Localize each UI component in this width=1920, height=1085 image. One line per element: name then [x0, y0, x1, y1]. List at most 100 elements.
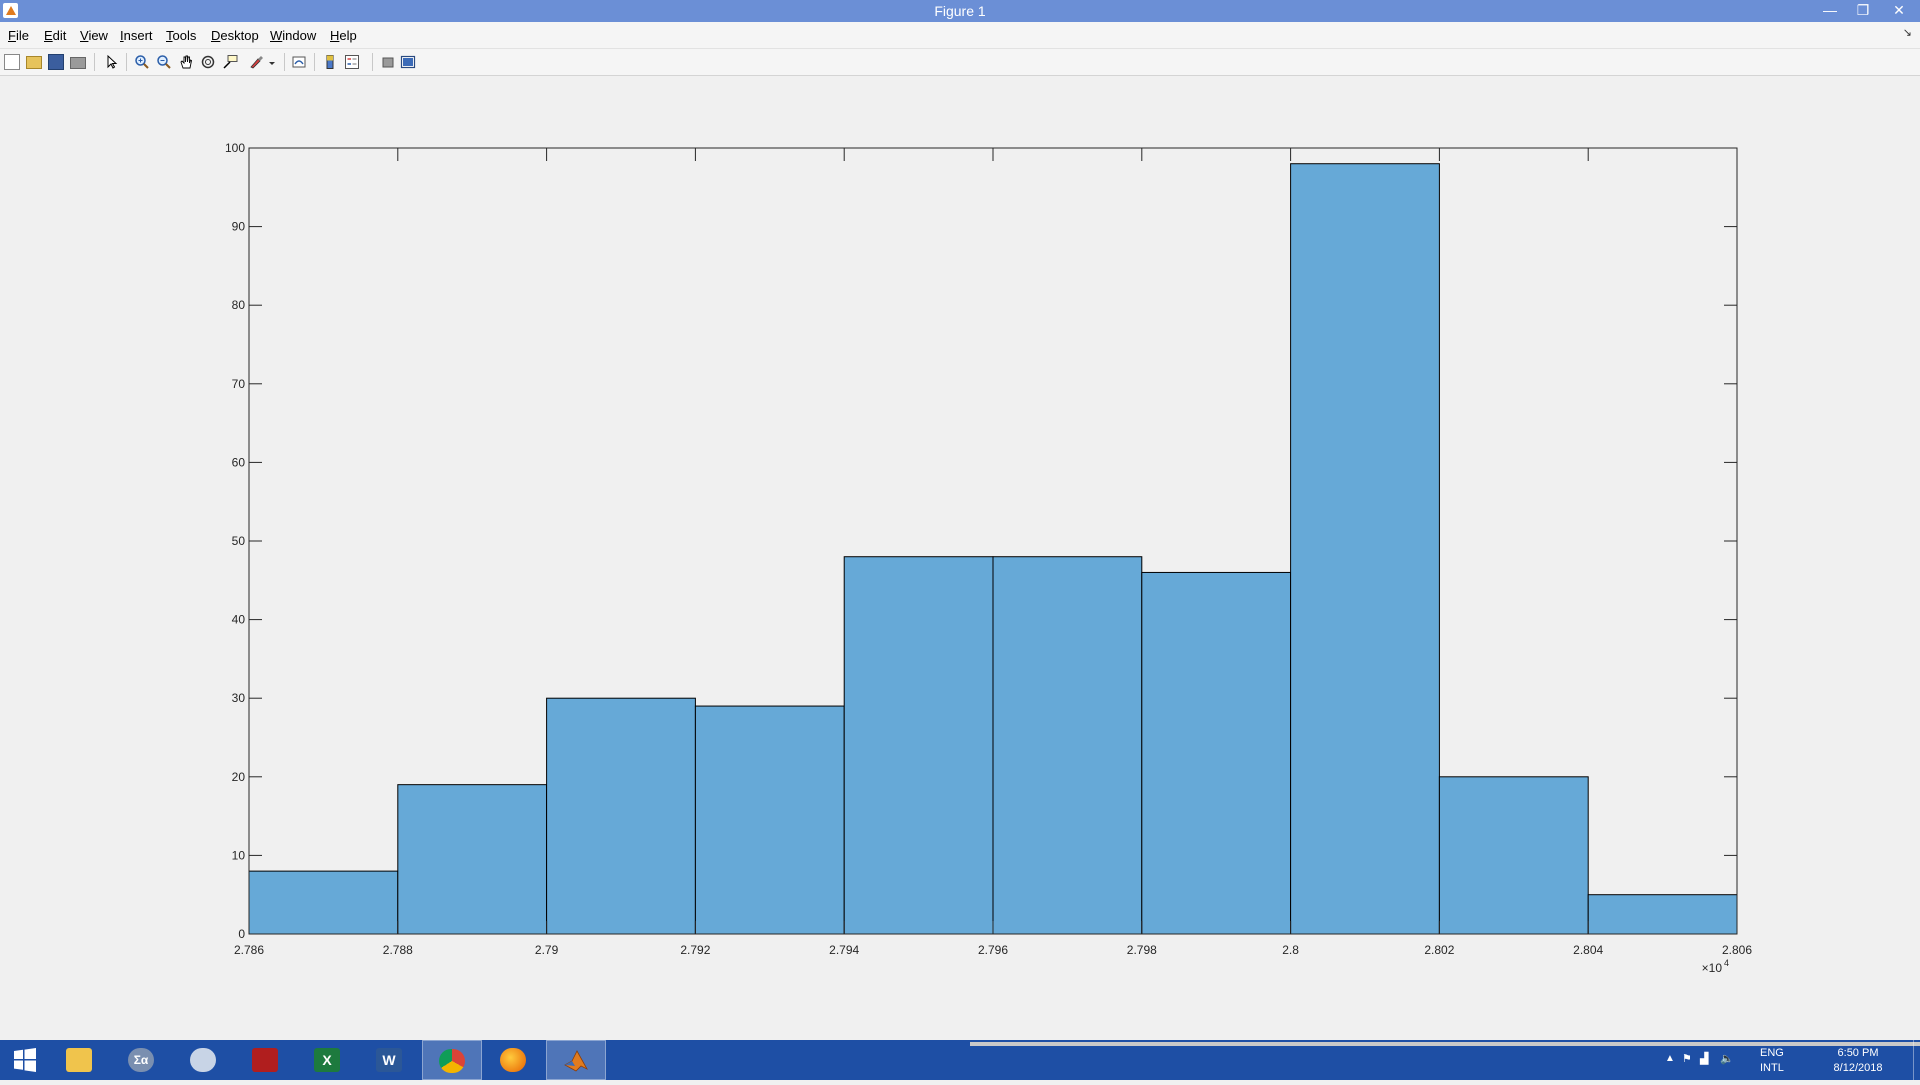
- firefox-icon: [500, 1048, 526, 1072]
- y-tick-label: 30: [232, 691, 246, 705]
- histogram-plot[interactable]: 2.786 2.788 2.79 2.792 2.794 2.796 2.798 2.8 2.8…: [0, 76, 1920, 1040]
- y-tick-label: 80: [232, 298, 246, 312]
- taskbar-app-firefox[interactable]: [484, 1040, 544, 1080]
- taskbar-app-excel[interactable]: X: [298, 1040, 358, 1080]
- title-bar: Figure 1 — ❐ ✕: [0, 0, 1920, 22]
- minimize-button[interactable]: —: [1823, 2, 1837, 18]
- x-exponent-power: 4: [1724, 958, 1729, 968]
- x-tick-label: 2.804: [1573, 943, 1603, 957]
- tick-labels: 2.786 2.788 2.79 2.792 2.794 2.796 2.798 2.8 2.8…: [225, 141, 1752, 957]
- x-tick-label: 2.786: [234, 943, 264, 957]
- snipping-tool-icon: [190, 1048, 216, 1072]
- insert-colorbar-icon[interactable]: [322, 54, 338, 70]
- print-icon[interactable]: [70, 57, 86, 69]
- y-tick-label: 40: [232, 613, 246, 627]
- maple-icon: Σα: [128, 1048, 154, 1072]
- y-tick-label: 60: [232, 455, 246, 469]
- taskbar-scrollbar[interactable]: [970, 1042, 1920, 1046]
- toolbar-separator: [314, 53, 315, 71]
- edit-plot-icon[interactable]: [104, 54, 120, 70]
- taskbar-app-maple[interactable]: Σα: [112, 1040, 172, 1080]
- y-tick-label: 20: [232, 770, 246, 784]
- rotate-3d-icon[interactable]: [200, 54, 216, 70]
- zoom-in-icon[interactable]: [134, 54, 150, 70]
- open-file-icon[interactable]: [26, 56, 42, 69]
- excel-icon: X: [314, 1048, 340, 1072]
- action-center-flag-icon[interactable]: ⚑: [1682, 1053, 1692, 1065]
- menu-insert[interactable]: Insert: [120, 28, 153, 43]
- save-icon[interactable]: [48, 54, 64, 70]
- pan-icon[interactable]: [178, 54, 194, 70]
- restore-button[interactable]: ❐: [1856, 2, 1870, 18]
- zoom-out-icon[interactable]: [156, 54, 172, 70]
- histogram-bar[interactable]: [397, 784, 548, 935]
- clock-time[interactable]: 6:50 PM: [1837, 1047, 1879, 1059]
- histogram-bar[interactable]: [992, 556, 1143, 935]
- y-tick-label: 70: [232, 377, 246, 391]
- language-indicator-bottom[interactable]: INTL: [1760, 1062, 1784, 1074]
- histogram-bar[interactable]: [248, 870, 399, 935]
- taskbar-app-acrobat[interactable]: [236, 1040, 296, 1080]
- data-cursor-icon[interactable]: [222, 54, 238, 70]
- close-button[interactable]: ✕: [1893, 2, 1905, 18]
- menu-edit[interactable]: Edit: [44, 28, 67, 43]
- histogram-bars: [248, 163, 1738, 935]
- histogram-bar[interactable]: [694, 705, 845, 935]
- x-tick-label: 2.806: [1722, 943, 1752, 957]
- show-desktop-button[interactable]: [1913, 1040, 1920, 1080]
- x-tick-label: 2.788: [383, 943, 413, 957]
- taskbar-app-snipping[interactable]: [174, 1040, 234, 1080]
- histogram-bar[interactable]: [1290, 163, 1440, 935]
- system-tray: ▲ ⚑ ▟ 🔈 ENG INTL 6:50 PM 8/12/2018: [1665, 1040, 1920, 1080]
- menu-file[interactable]: File: [8, 28, 29, 43]
- x-exponent-base: ×10: [1702, 961, 1723, 975]
- y-tick-label: 50: [232, 534, 246, 548]
- link-plot-icon[interactable]: [291, 54, 307, 70]
- y-tick-label: 100: [225, 141, 245, 155]
- axis-ticks: [248, 147, 1738, 935]
- menu-desktop[interactable]: Desktop: [211, 28, 259, 43]
- taskbar-app-matlab[interactable]: [546, 1040, 606, 1080]
- figure-toolbar: [0, 49, 1920, 76]
- network-icon[interactable]: ▟: [1700, 1053, 1709, 1065]
- x-tick-label: 2.79: [535, 943, 559, 957]
- show-plot-tools-icon[interactable]: [400, 54, 416, 70]
- menu-window[interactable]: Window: [270, 28, 317, 43]
- windows-taskbar: Σα X W ▲ ⚑ ▟ 🔈 ENG INTL 6:50 PM 8/12/201…: [0, 1040, 1920, 1080]
- language-indicator-top[interactable]: ENG: [1760, 1047, 1784, 1059]
- toolbar-separator: [94, 53, 95, 71]
- matlab-app-icon[interactable]: [3, 3, 18, 18]
- y-tick-label: 10: [232, 848, 246, 862]
- histogram-bar[interactable]: [1141, 571, 1292, 935]
- file-explorer-icon: [66, 1048, 92, 1072]
- x-tick-label: 2.8: [1282, 943, 1299, 957]
- brush-dropdown-icon[interactable]: [267, 54, 277, 70]
- toolbar-separator: [372, 53, 373, 71]
- taskbar-app-chrome[interactable]: [422, 1040, 482, 1080]
- matlab-icon: [564, 1050, 588, 1072]
- y-tick-label: 90: [232, 220, 246, 234]
- y-tick-label: 0: [238, 927, 245, 941]
- menu-help[interactable]: Help: [330, 28, 357, 43]
- show-hidden-icons-icon[interactable]: ▲: [1665, 1053, 1675, 1064]
- histogram-bar[interactable]: [546, 697, 696, 935]
- volume-icon[interactable]: 🔈: [1720, 1053, 1734, 1065]
- brush-icon[interactable]: [248, 54, 264, 70]
- menu-bar: File Edit View Insert Tools Desktop Wind…: [0, 22, 1920, 49]
- x-tick-label: 2.798: [1127, 943, 1157, 957]
- clock-date[interactable]: 8/12/2018: [1833, 1062, 1883, 1074]
- start-button[interactable]: [0, 1040, 50, 1080]
- taskbar-app-word[interactable]: W: [360, 1040, 420, 1080]
- histogram-bar[interactable]: [1587, 894, 1738, 935]
- menu-tools[interactable]: Tools: [166, 28, 197, 43]
- hide-plot-tools-icon[interactable]: [380, 54, 396, 70]
- histogram-bar[interactable]: [1438, 776, 1589, 935]
- histogram-bar[interactable]: [843, 556, 994, 935]
- taskbar-app-explorer[interactable]: [50, 1040, 110, 1080]
- dock-figure-icon[interactable]: ↘: [1902, 27, 1912, 39]
- x-tick-label: 2.796: [978, 943, 1008, 957]
- menu-view[interactable]: View: [80, 28, 108, 43]
- insert-legend-icon[interactable]: [344, 54, 360, 70]
- word-icon: W: [376, 1048, 402, 1072]
- new-figure-icon[interactable]: [4, 54, 20, 70]
